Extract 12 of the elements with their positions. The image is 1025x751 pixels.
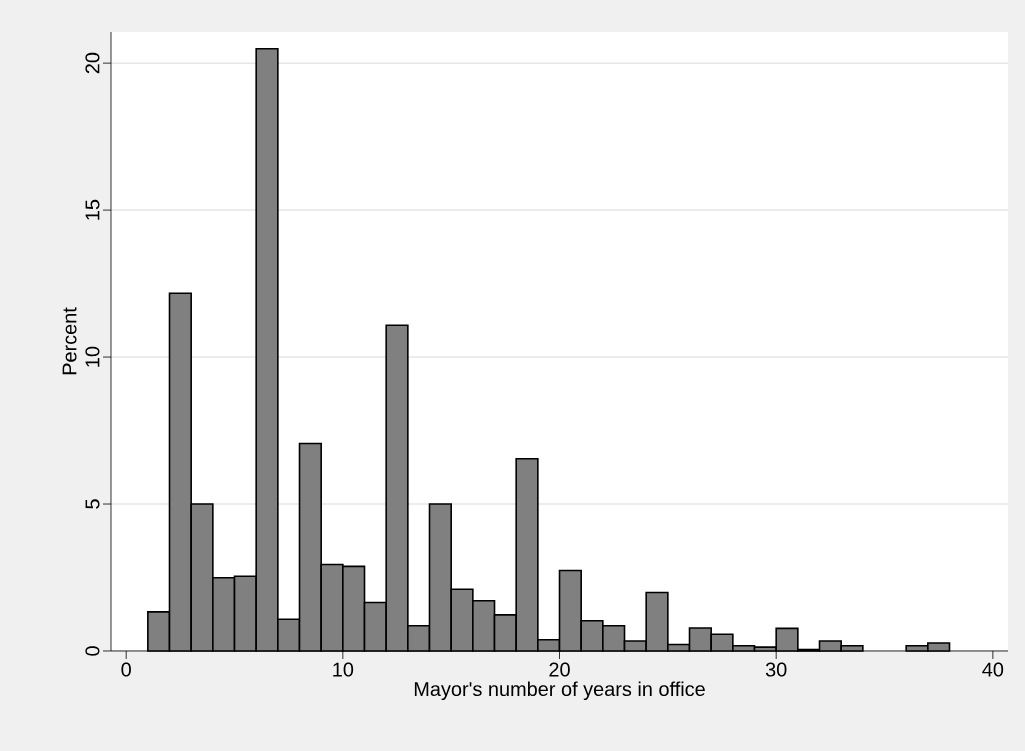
x-axis-title: Mayor's number of years in office xyxy=(414,681,705,701)
y-tick-label: 5 xyxy=(85,499,100,509)
x-tick-label: 30 xyxy=(765,662,787,677)
x-tick-label: 40 xyxy=(982,662,1004,677)
y-axis-title: Percent xyxy=(62,307,77,375)
y-tick-label: 0 xyxy=(85,646,100,656)
x-tick-label: 20 xyxy=(549,662,570,677)
x-tick-label: 10 xyxy=(333,662,354,677)
x-tick-label: 0 xyxy=(121,662,131,677)
y-tick-label: 20 xyxy=(85,52,100,74)
y-tick-label: 10 xyxy=(85,346,100,367)
y-tick-label: 15 xyxy=(85,199,100,220)
